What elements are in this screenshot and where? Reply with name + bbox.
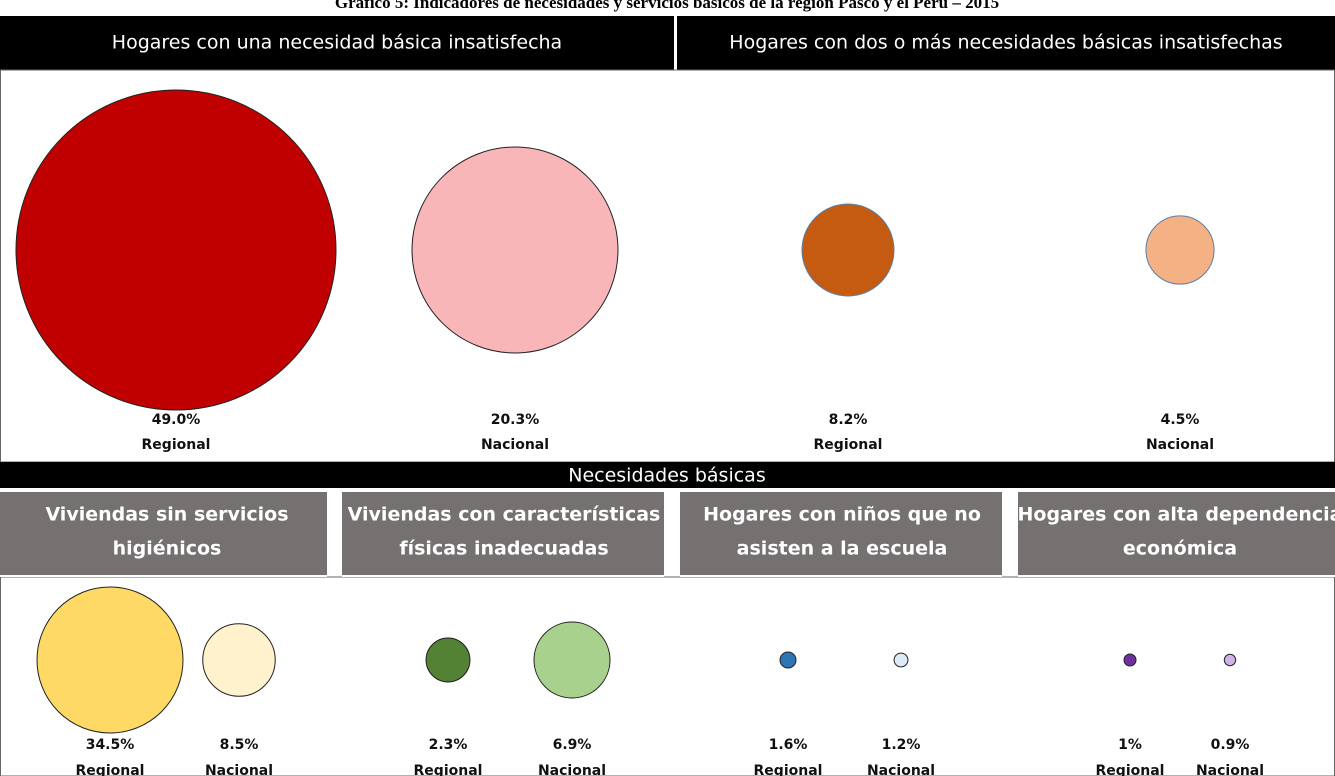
panel-header: Viviendas sin servicios — [45, 504, 288, 526]
section-header: Necesidades básicas — [568, 465, 765, 487]
panel-header: asisten a la escuela — [737, 538, 948, 560]
bubble-name: Regional — [142, 437, 211, 453]
value-label: 8.5% — [220, 737, 259, 753]
bubble-name: Nacional — [205, 763, 273, 776]
value-label: 1.6% — [769, 737, 808, 753]
bubble-name: Regional — [814, 437, 883, 453]
bubble — [425, 637, 471, 683]
panel-header: higiénicos — [113, 538, 222, 560]
chart-title: Gráfico 5: Indicadores de necesidades y … — [335, 0, 999, 12]
panel-header: Hogares con una necesidad básica insatis… — [112, 32, 562, 54]
value-label: 2.3% — [429, 737, 468, 753]
bubble-name: Regional — [414, 763, 483, 776]
panel-header: económica — [1123, 538, 1237, 560]
bubble — [1145, 215, 1215, 285]
panel-header: físicas inadecuadas — [399, 538, 608, 560]
panel-header: Hogares con alta dependencia — [1018, 504, 1335, 526]
panel-header: Hogares con dos o más necesidades básica… — [729, 32, 1282, 54]
bubble — [411, 146, 619, 354]
bubble-name: Nacional — [867, 763, 935, 776]
section-header-bar — [0, 462, 1335, 488]
bubble-name: Nacional — [481, 437, 549, 453]
value-label: 49.0% — [152, 412, 201, 428]
bubble — [1123, 653, 1137, 667]
value-label: 34.5% — [86, 737, 135, 753]
value-label: 4.5% — [1161, 412, 1200, 428]
bubble-name: Nacional — [1196, 763, 1264, 776]
panel-header-bg — [1018, 492, 1335, 577]
bubble-name: Regional — [754, 763, 823, 776]
value-label: 1% — [1118, 737, 1142, 753]
bubble — [15, 89, 337, 411]
bubble — [202, 623, 276, 697]
bubble-name: Nacional — [538, 763, 606, 776]
bubble — [801, 203, 895, 297]
panel-header: Viviendas con características — [348, 504, 661, 526]
bubble-name: Regional — [1096, 763, 1165, 776]
panel-header-bg — [342, 492, 664, 577]
header-divider — [674, 16, 677, 70]
value-label: 0.9% — [1211, 737, 1250, 753]
bubble — [36, 586, 184, 734]
value-label: 1.2% — [882, 737, 921, 753]
panel-header-bg — [0, 492, 327, 577]
bubble — [779, 651, 797, 669]
bubble — [533, 621, 611, 699]
bubble-name: Nacional — [1146, 437, 1214, 453]
bubble — [893, 652, 909, 668]
bubble — [1223, 653, 1237, 667]
panel-header: Hogares con niños que no — [703, 504, 981, 526]
value-label: 6.9% — [553, 737, 592, 753]
value-label: 8.2% — [829, 412, 868, 428]
panel-header-bg — [680, 492, 1002, 577]
top-header-bar — [0, 16, 1335, 70]
bubble-name: Regional — [76, 763, 145, 776]
value-label: 20.3% — [491, 412, 540, 428]
